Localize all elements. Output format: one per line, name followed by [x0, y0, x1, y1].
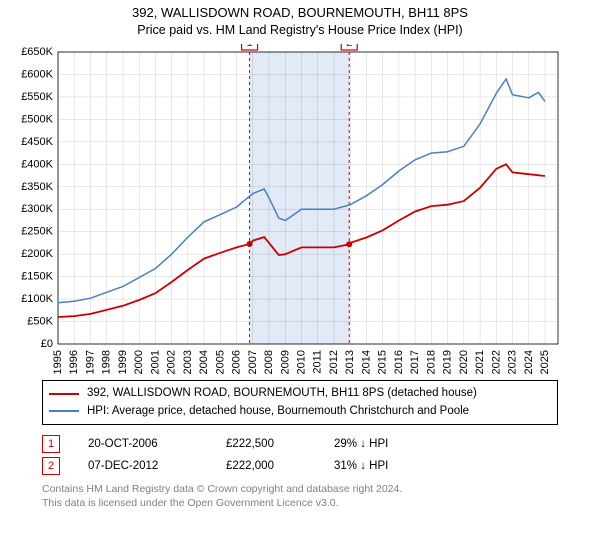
footer-line-1: Contains HM Land Registry data © Crown c…	[42, 483, 558, 497]
ytick-label: £650K	[21, 46, 53, 58]
transaction-marker: 1	[42, 435, 60, 453]
xtick-label: 2014	[360, 350, 372, 374]
xtick-label: 2005	[214, 350, 226, 374]
title-line-1: 392, WALLISDOWN ROAD, BOURNEMOUTH, BH11 …	[0, 4, 600, 22]
xtick-label: 2023	[507, 350, 519, 374]
ytick-label: £600K	[21, 69, 53, 81]
transaction-date: 07-DEC-2012	[88, 460, 198, 472]
transaction-price: £222,000	[226, 460, 306, 472]
xtick-label: 2000	[133, 350, 145, 374]
legend-label: HPI: Average price, detached house, Bour…	[87, 403, 469, 420]
ytick-label: £550K	[21, 91, 53, 103]
xtick-label: 2018	[425, 350, 437, 374]
transaction-row: 1 20-OCT-2006 £222,500 29% ↓ HPI	[42, 433, 558, 455]
xtick-label: 2021	[474, 350, 486, 374]
legend-row: 392, WALLISDOWN ROAD, BOURNEMOUTH, BH11 …	[49, 385, 551, 402]
ytick-label: £400K	[21, 159, 53, 171]
xtick-label: 2011	[312, 350, 324, 374]
xtick-label: 2010	[296, 350, 308, 374]
marker-point	[247, 241, 253, 247]
ytick-label: £100K	[21, 293, 53, 305]
xtick-label: 2019	[442, 350, 454, 374]
highlight-band	[250, 52, 350, 344]
marker-box-label: 2	[346, 44, 352, 49]
chart-svg: £0 £50K £100K £150K £200K £250K £300K £350K £400…	[8, 44, 568, 374]
xtick-label: 1996	[68, 350, 80, 374]
ytick-label: £150K	[21, 271, 53, 283]
legend-swatch	[49, 410, 79, 412]
xtick-label: 2004	[198, 350, 210, 374]
chart-title: 392, WALLISDOWN ROAD, BOURNEMOUTH, BH11 …	[0, 0, 600, 38]
marker-box-label: 1	[246, 44, 252, 49]
xtick-label: 2006	[231, 350, 243, 374]
ytick-label: £500K	[21, 114, 53, 126]
xtick-label: 1997	[84, 350, 96, 374]
ytick-label: £300K	[21, 204, 53, 216]
xtick-label: 2012	[328, 350, 340, 374]
transaction-diff: 29% ↓ HPI	[334, 438, 388, 450]
ytick-label: £200K	[21, 249, 53, 261]
ytick-label: £50K	[27, 316, 53, 328]
xtick-label: 2022	[490, 350, 502, 374]
legend: 392, WALLISDOWN ROAD, BOURNEMOUTH, BH11 …	[42, 380, 558, 425]
xtick-label: 2009	[279, 350, 291, 374]
ytick-label: £0	[41, 338, 53, 350]
xtick-label: 1999	[117, 350, 129, 374]
transaction-row: 2 07-DEC-2012 £222,000 31% ↓ HPI	[42, 455, 558, 477]
ytick-label: £450K	[21, 136, 53, 148]
xtick-label: 2017	[409, 350, 421, 374]
xtick-label: 2020	[458, 350, 470, 374]
xtick-label: 2008	[263, 350, 275, 374]
chart: £0 £50K £100K £150K £200K £250K £300K £350K £400…	[8, 44, 600, 374]
xtick-label: 2002	[166, 350, 178, 374]
footer-line-2: This data is licensed under the Open Gov…	[42, 497, 558, 511]
xtick-label: 2001	[149, 350, 161, 374]
xtick-label: 2013	[344, 350, 356, 374]
transaction-price: £222,500	[226, 438, 306, 450]
ytick-label: £350K	[21, 181, 53, 193]
marker-point	[346, 242, 352, 248]
xtick-label: 2024	[523, 350, 535, 374]
xtick-label: 2007	[247, 350, 259, 374]
xtick-label: 2016	[393, 350, 405, 374]
legend-row: HPI: Average price, detached house, Bour…	[49, 403, 551, 420]
transaction-date: 20-OCT-2006	[88, 438, 198, 450]
xtick-label: 1995	[52, 350, 64, 374]
xtick-label: 2003	[182, 350, 194, 374]
xtick-label: 1998	[101, 350, 113, 374]
xtick-label: 2015	[377, 350, 389, 374]
transactions-table: 1 20-OCT-2006 £222,500 29% ↓ HPI 2 07-DEC-201…	[42, 433, 558, 477]
title-line-2: Price paid vs. HM Land Registry's House …	[0, 22, 600, 39]
transaction-diff: 31% ↓ HPI	[334, 460, 388, 472]
legend-swatch	[49, 393, 79, 395]
xtick-label: 2025	[539, 350, 551, 374]
footer-note: Contains HM Land Registry data © Crown c…	[42, 483, 558, 510]
transaction-marker: 2	[42, 457, 60, 475]
ytick-label: £250K	[21, 226, 53, 238]
legend-label: 392, WALLISDOWN ROAD, BOURNEMOUTH, BH11 …	[87, 385, 477, 402]
